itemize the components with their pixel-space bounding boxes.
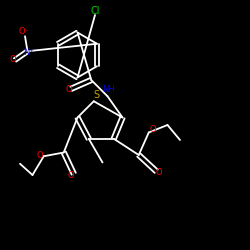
Text: O: O: [37, 150, 43, 160]
Text: Cl: Cl: [90, 6, 100, 16]
Text: O: O: [156, 168, 162, 177]
Text: O: O: [9, 56, 16, 64]
Text: NH: NH: [102, 86, 115, 94]
Text: N⁺: N⁺: [23, 48, 34, 57]
Text: O: O: [66, 86, 72, 94]
Text: O: O: [68, 170, 74, 179]
Text: S: S: [93, 90, 99, 100]
Text: O: O: [149, 126, 156, 134]
Text: O⁻: O⁻: [18, 27, 29, 36]
